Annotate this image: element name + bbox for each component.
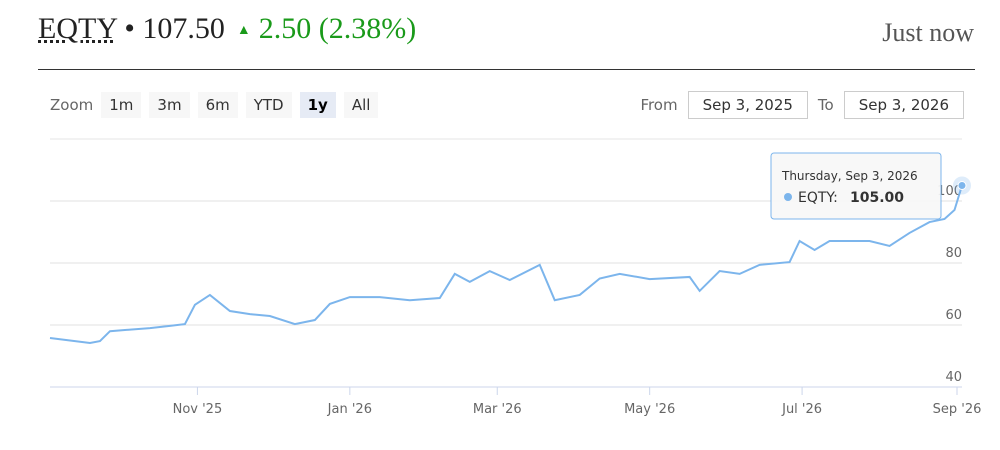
price: 107.50 (142, 12, 225, 45)
from-label: From (640, 96, 678, 114)
x-tick-label: Nov '25 (173, 402, 223, 417)
change-pct: (2.38%) (318, 12, 417, 45)
y-tick-label: 100 (937, 184, 962, 199)
range-button[interactable]: 6m (197, 92, 238, 118)
change: 2.50 (258, 12, 312, 45)
quote-header: EQTY • 107.50 ▲ 2.50 (2.38%) (38, 12, 417, 45)
from-input[interactable]: Sep 3, 2025 (687, 91, 808, 119)
date-range: From Sep 3, 2025 To Sep 3, 2026 (640, 91, 964, 119)
tooltip-label: EQTY: (798, 190, 838, 206)
x-tick-label: Sep '26 (933, 402, 982, 417)
tooltip: Thursday, Sep 3, 2026 EQTY: 105.00 (770, 152, 942, 220)
x-tick-label: Jul '26 (781, 402, 822, 417)
divider (38, 69, 975, 70)
x-tick-label: Mar '26 (473, 402, 522, 417)
y-tick-label: 60 (945, 308, 962, 323)
range-button[interactable]: 3m (149, 92, 190, 118)
tooltip-date: Thursday, Sep 3, 2026 (781, 169, 918, 183)
x-tick-label: May '26 (624, 402, 675, 417)
price-line (49, 185, 963, 344)
y-tick-label: 40 (945, 370, 962, 385)
hover-point (957, 181, 967, 190)
tooltip-value: 105.00 (850, 190, 904, 206)
to-label: To (817, 96, 834, 114)
zoom-label: Zoom (50, 96, 94, 114)
up-arrow: ▲ (236, 23, 251, 39)
range-button[interactable]: 1y (299, 92, 336, 118)
x-tick-label: Jan '26 (327, 402, 372, 417)
zoom-bar: Zoom 1m 3m 6m YTD 1y All (50, 92, 379, 118)
tooltip-box (770, 152, 942, 220)
ticker[interactable]: EQTY (38, 12, 117, 45)
range-button[interactable]: 1m (101, 92, 142, 118)
to-input[interactable]: Sep 3, 2026 (843, 91, 964, 119)
y-tick-label: 80 (945, 246, 962, 261)
updated: Just now (882, 18, 974, 47)
range-button[interactable]: YTD (245, 92, 292, 118)
range-button[interactable]: All (343, 92, 379, 118)
tooltip-marker (784, 193, 792, 201)
